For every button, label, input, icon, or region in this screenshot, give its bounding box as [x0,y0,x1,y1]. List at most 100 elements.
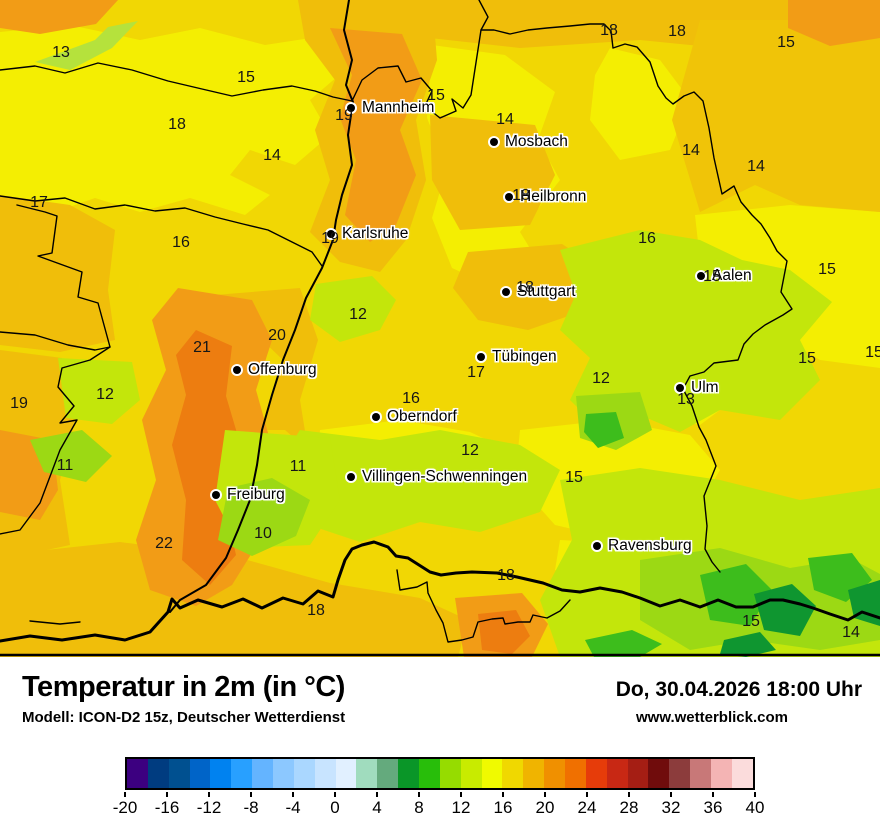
colorbar-tick-label: 8 [414,798,424,817]
colorbar-segment [356,759,378,788]
colorbar-segment [210,759,232,788]
city-label: Karlsruhe [342,225,409,242]
colorbar-tick-label: -8 [243,798,259,817]
colorbar-tick [292,792,294,797]
temp-value-label: 13 [677,391,695,408]
colorbar-segment [231,759,253,788]
temp-value-label: 15 [798,350,816,367]
city-label: Villingen-Schwenningen [362,468,528,485]
temp-value-label: 11 [56,457,74,474]
colorbar-segment [690,759,712,788]
colorbar-tick [124,792,126,797]
colorbar-segment [711,759,732,788]
colorbar-segment [273,759,294,788]
temp-value-label: 13 [52,44,70,61]
city-label: Ravensburg [608,537,692,554]
city-label: Tübingen [492,348,557,365]
city-dot-icon [212,491,220,499]
temperature-map [0,0,880,657]
city-label: Mosbach [505,133,568,150]
map-labels-layer: Mannheim Mosbach Heilbronn Karlsruhe Stuttga… [10,22,880,641]
colorbar-segment [335,759,357,788]
colorbar-segment [731,759,753,788]
temp-value-label: 17 [30,194,48,211]
colorbar-segment [648,759,670,788]
city-label: Heilbronn [520,188,587,205]
colorbar-tick-label: 0 [330,798,340,817]
city-marker-mannheim: Mannheim [347,99,434,117]
city-dot-icon [372,413,380,421]
colorbar-segment [293,759,315,788]
colorbar-tick [166,792,168,797]
temp-value-label: 10 [254,525,272,542]
city-marker-aalen: Aalen [697,267,752,285]
city-dot-icon [347,104,355,112]
temp-value-label: 16 [402,390,420,407]
city-marker-freiburg: Freiburg [212,486,285,504]
city-label: Mannheim [362,99,435,116]
city-dot-icon [327,230,335,238]
website-label: www.wetterblick.com [636,709,788,726]
colorbar-tick-label: 32 [661,798,681,817]
city-dot-icon [505,193,513,201]
colorbar-tick-label: 4 [372,798,382,817]
city-dot-icon [233,366,241,374]
colorbar-tick [586,792,588,797]
city-dot-icon [490,138,498,146]
city-marker-mosbach: Mosbach [490,133,568,151]
colorbar-segment [377,759,399,788]
page-title: Temperatur in 2m (in °C) [22,671,345,703]
city-dot-icon [697,272,705,280]
city-marker-ulm: Ulm [676,379,719,397]
city-marker-stuttgart: Stuttgart [502,283,576,301]
colorbar-tick-label: 20 [535,798,555,817]
forecast-datetime: Do, 30.04.2026 18:00 Uhr [615,678,862,701]
city-marker-ravensburg: Ravensburg [593,537,692,555]
colorbar-tick [334,792,336,797]
city-dot-icon [502,288,510,296]
temp-value-label: 19 [10,395,28,412]
colorbar-tick-label: 24 [577,798,597,817]
city-label: Stuttgart [517,283,576,300]
colorbar-segment [669,759,691,788]
colorbar-segment [523,759,545,788]
city-label: Ulm [691,379,719,396]
temp-value-label: 21 [193,339,211,356]
colorbar-tick [250,792,252,797]
temp-value-label: 12 [349,306,367,323]
temp-value-label: 14 [747,158,765,175]
temp-value-label: 18 [516,279,534,296]
city-marker-villingen-schwenningen: Villingen-Schwenningen [347,468,527,486]
temp-value-label: 18 [512,187,530,204]
colorbar-segment [460,759,482,788]
temp-value-label: 15 [777,34,795,51]
city-dot-icon [477,353,485,361]
colorbar-tick [376,792,378,797]
temp-value-label: 17 [467,364,485,381]
colorbar-segment [481,759,503,788]
colorbar-segment [544,759,566,788]
colorbar-tick-label: -12 [196,798,222,817]
colorbar-tick-label: -20 [112,798,138,817]
colorbar-segment [419,759,440,788]
city-label: Aalen [712,267,752,284]
colorbar-tick [418,792,420,797]
colorbar-tick-label: 12 [451,798,471,817]
city-marker-t-bingen: Tübingen [477,348,557,366]
city-label: Freiburg [227,486,285,503]
city-dot-icon [676,384,684,392]
colorbar-segment [252,759,274,788]
colorbar-axis: -20 -16 -12 -8 -4 0 4 8 12 16 20 24 28 32 36 40 [113,792,764,818]
city-dot-icon [593,542,601,550]
temp-value-label: 15 [237,69,255,86]
temp-value-label: 19 [321,230,339,247]
colorbar-tick-label: -4 [285,798,301,817]
colorbar-tick-label: 40 [745,798,765,817]
map-area: Mannheim Mosbach Heilbronn Karlsruhe Stuttga… [0,0,880,657]
temp-value-label: 18 [600,22,618,39]
temp-value-label: 11 [289,458,307,475]
colorbar-segment [314,759,336,788]
city-label: Offenburg [248,361,317,378]
colorbar-tick [628,792,630,797]
colorbar-segment [627,759,649,788]
